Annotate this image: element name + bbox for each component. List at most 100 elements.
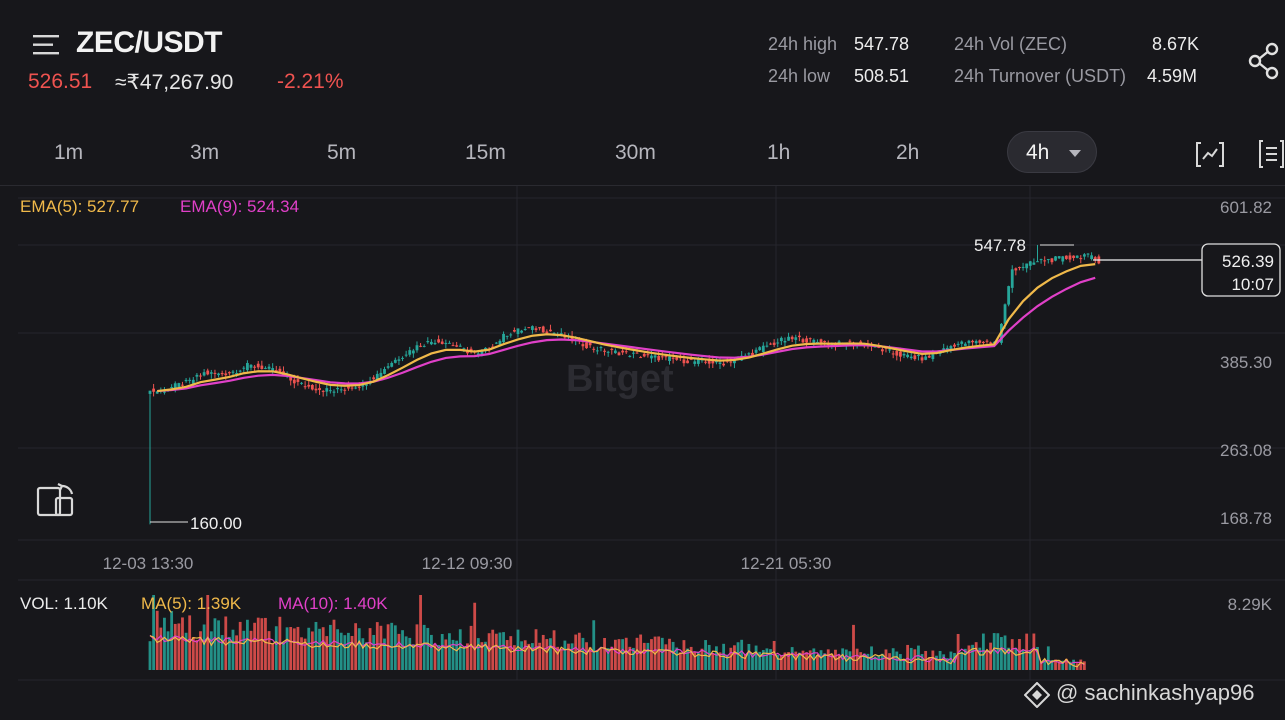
volume-bar — [870, 646, 873, 670]
volume-bar — [274, 626, 278, 670]
candle-body — [848, 340, 852, 342]
volume-bar — [754, 645, 758, 670]
volume-bar — [527, 643, 531, 670]
volume-bar — [837, 654, 841, 670]
candle-body — [148, 390, 152, 394]
candle-body — [682, 359, 686, 364]
trading-pair-title[interactable]: ZEC/USDT — [76, 26, 223, 59]
candle-body — [693, 361, 697, 364]
volume-bar — [992, 633, 996, 670]
indicator-chart-icon[interactable] — [1195, 141, 1225, 168]
volume-bar — [733, 645, 736, 670]
candle-body — [956, 343, 960, 345]
volume-bar — [505, 640, 509, 670]
tab-1h[interactable]: 1h — [767, 141, 791, 164]
volume-bar — [498, 632, 502, 670]
candle-body — [256, 363, 260, 368]
divider — [0, 185, 1285, 186]
tab-2h[interactable]: 2h — [896, 141, 920, 164]
chart-settings-icon[interactable] — [1258, 139, 1285, 169]
volume-bar — [942, 654, 946, 670]
volume-bar — [938, 650, 942, 670]
candle-body — [386, 366, 390, 368]
candle-body — [307, 384, 311, 387]
volume-bar — [570, 643, 574, 670]
candle-body — [523, 329, 527, 331]
candle-body — [963, 343, 967, 346]
candle-body — [819, 339, 823, 345]
volume-bar — [390, 622, 394, 670]
volume-bar — [895, 651, 899, 670]
candle-body — [1054, 256, 1057, 261]
candle-body — [783, 340, 787, 343]
volume-bar — [599, 648, 603, 670]
volume-bar — [361, 638, 365, 670]
share-icon[interactable] — [1247, 42, 1281, 80]
candle-body — [264, 367, 267, 369]
tab-30m[interactable]: 30m — [615, 141, 656, 164]
current-price-tag — [1201, 243, 1281, 297]
volume-bar — [480, 642, 484, 670]
tab-5m[interactable]: 5m — [327, 141, 357, 164]
candle-body — [628, 355, 632, 357]
volume-bar — [945, 658, 949, 670]
volume-bar — [632, 647, 635, 670]
tab-1m[interactable]: 1m — [54, 141, 84, 164]
price-chart[interactable]: EMA(5): 527.77 EMA(9): 524.34 601.82 385… — [0, 186, 1285, 696]
volume-bar — [592, 620, 596, 670]
menu-icon[interactable] — [33, 34, 61, 56]
volume-bar — [310, 631, 314, 670]
candle-body — [516, 328, 520, 335]
volume-bar — [603, 637, 606, 670]
volume-bar — [469, 625, 473, 670]
volume-bar — [960, 651, 964, 670]
countdown-timer: 10:07 — [1231, 275, 1274, 294]
volume-bar — [830, 654, 834, 670]
candle-body — [401, 357, 404, 359]
candle-body — [238, 370, 242, 372]
candle-body — [541, 326, 545, 333]
candle-body — [902, 353, 906, 356]
volume-bar — [1061, 660, 1065, 670]
ema5-legend: EMA(5): 527.77 — [20, 197, 139, 216]
volume-bar — [552, 630, 556, 670]
price-axis-label: 385.30 — [1220, 353, 1272, 372]
candle-body — [328, 390, 332, 392]
rotate-screen-icon[interactable] — [36, 480, 78, 518]
volume-bar — [971, 644, 974, 670]
volume-bar — [541, 634, 545, 670]
vol-24h-label: 24h Vol (ZEC) — [954, 34, 1068, 54]
volume-bar — [545, 639, 549, 670]
volume-bar — [657, 636, 661, 670]
volume-bar — [668, 638, 671, 670]
candle-body — [606, 351, 610, 353]
tab-3m[interactable]: 3m — [190, 141, 220, 164]
volume-bar — [880, 653, 884, 670]
volume-bar — [437, 644, 441, 670]
candle-body — [671, 357, 675, 359]
candle-body — [354, 387, 358, 389]
volume-bar — [430, 634, 433, 670]
volume-bar — [256, 617, 260, 670]
time-axis-label: 12-12 09:30 — [422, 554, 513, 573]
candle-body — [942, 348, 946, 351]
candle-body — [343, 389, 347, 391]
candle-body — [397, 359, 401, 361]
candle-body — [448, 342, 451, 344]
candle-body — [790, 336, 794, 340]
volume-bar — [595, 651, 599, 670]
volume-bar — [689, 646, 693, 670]
volume-bar — [307, 627, 311, 670]
volume-bar — [224, 616, 228, 670]
tab-4h-dropdown[interactable]: 4h — [1007, 131, 1097, 173]
volume-ma10-legend: MA(10): 1.40K — [278, 594, 388, 613]
volume-ma5-legend: MA(5): 1.39K — [141, 594, 242, 613]
tab-15m[interactable]: 15m — [465, 141, 506, 164]
volume-bar — [1028, 650, 1032, 670]
volume-bar — [1007, 647, 1011, 670]
candle-body — [823, 340, 827, 343]
candle-body — [1021, 266, 1025, 268]
volume-bar — [466, 643, 469, 670]
volume-bar — [1054, 659, 1057, 670]
volume-bar — [473, 602, 477, 670]
